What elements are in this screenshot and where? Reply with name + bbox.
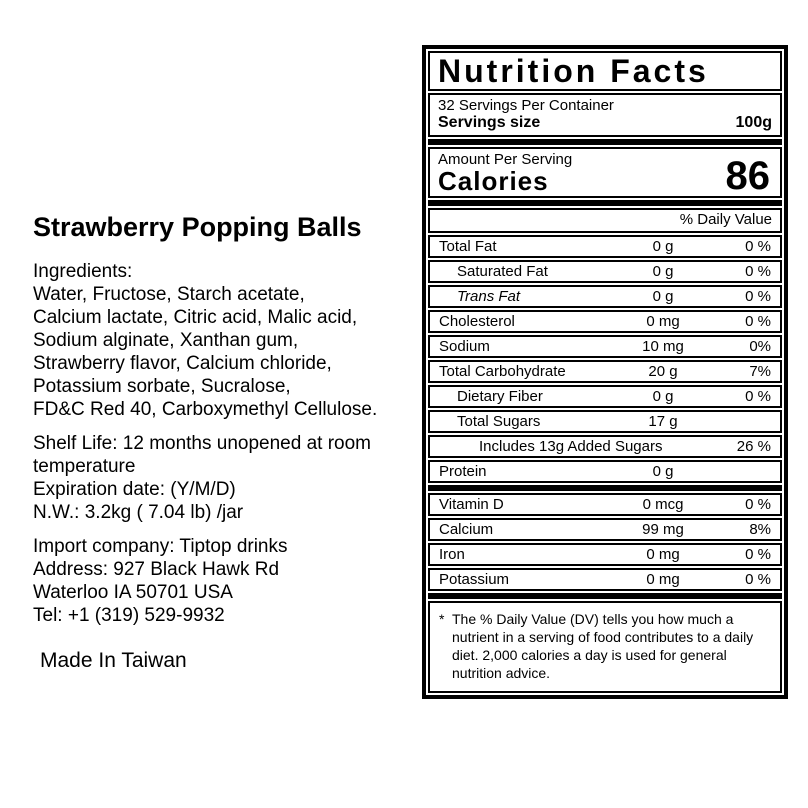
- nutrient-amount: 0 g: [652, 238, 674, 255]
- nutrient-name: Protein: [439, 463, 487, 480]
- made-in-label: Made In Taiwan: [40, 649, 187, 672]
- nutrient-row-calcium: Calcium 99 mg 8%: [428, 518, 782, 541]
- nutrient-dv: 26 %: [736, 438, 771, 455]
- servings-box: 32 Servings Per Container Servings size …: [428, 93, 782, 137]
- nutrient-row-saturated-fat: Saturated Fat 0 g 0 %: [428, 260, 782, 283]
- ingredients-line: Potassium sorbate, Sucralose,: [33, 376, 291, 397]
- calories-left: Amount Per Serving Calories: [438, 151, 572, 194]
- calories-label: Calories: [438, 166, 549, 196]
- servings-per-container: 32 Servings Per Container: [438, 97, 614, 114]
- address-line: Address: 927 Black Hawk Rd: [33, 559, 280, 580]
- nutrient-row-potassium: Potassium 0 mg 0 %: [428, 568, 782, 591]
- nutrient-row-vitamin-d: Vitamin D 0 mcg 0 %: [428, 493, 782, 516]
- thick-divider: [428, 200, 782, 206]
- nutrient-amount: 0 mg: [646, 571, 680, 588]
- nutrient-amount: 0 g: [652, 463, 674, 480]
- telephone-line: Tel: +1 (319) 529-9932: [33, 605, 225, 626]
- ingredients-line: Water, Fructose, Starch acetate,: [33, 284, 305, 305]
- import-company-line: Import company: Tiptop drinks: [33, 536, 288, 557]
- footnote-asterisk: *: [439, 611, 445, 627]
- ingredients-block: Ingredients: Water, Fructose, Starch ace…: [33, 260, 429, 421]
- serving-size-row: Servings size 100g: [438, 114, 772, 132]
- thick-divider: [428, 485, 782, 491]
- product-title: Strawberry Popping Balls: [33, 212, 362, 242]
- ingredients-heading: Ingredients:: [33, 261, 133, 282]
- expiration-date-line: Expiration date: (Y/M/D): [33, 479, 236, 500]
- calories-value: 86: [725, 154, 771, 198]
- nutrient-name: Saturated Fat: [457, 263, 548, 280]
- shelf-life-line: temperature: [33, 456, 136, 477]
- nutrient-amount: 10 mg: [642, 338, 684, 355]
- nutrient-name: Total Fat: [439, 238, 497, 255]
- nutrient-amount: 0 mg: [646, 546, 680, 563]
- nutrition-facts-label: Nutrition Facts 32 Servings Per Containe…: [422, 45, 788, 699]
- daily-value-footnote: * The % Daily Value (DV) tells you how m…: [428, 601, 782, 693]
- net-weight-line: N.W.: 3.2kg ( 7.04 lb) /jar: [33, 502, 244, 523]
- serving-size-value: 100g: [735, 114, 772, 131]
- nutrient-dv: 8%: [749, 521, 771, 538]
- shelf-life-line: Shelf Life: 12 months unopened at room: [33, 433, 372, 454]
- nutrient-amount: 0 g: [652, 388, 674, 405]
- nutrient-row-iron: Iron 0 mg 0 %: [428, 543, 782, 566]
- footnote-text: The % Daily Value (DV) tells you how muc…: [452, 611, 754, 681]
- nutrient-name: Dietary Fiber: [457, 388, 543, 405]
- nutrient-dv: 0 %: [745, 546, 771, 563]
- ingredients-line: Strawberry flavor, Calcium chloride,: [33, 353, 332, 374]
- importer-block: Import company: Tiptop drinks Address: 9…: [33, 535, 429, 627]
- nutrient-dv: 0 %: [745, 313, 771, 330]
- nutrient-row-cholesterol: Cholesterol 0 mg 0 %: [428, 310, 782, 333]
- nutrient-row-total-sugars: Total Sugars 17 g: [428, 410, 782, 433]
- nutrient-amount: 0 mg: [646, 313, 680, 330]
- nutrient-name: Total Sugars: [457, 413, 541, 430]
- ingredients-line: FD&C Red 40, Carboxymethyl Cellulose.: [33, 399, 378, 420]
- nutrient-name: Includes 13g Added Sugars: [479, 438, 663, 455]
- nutrient-amount: 0 g: [652, 288, 674, 305]
- product-info-panel: Strawberry Popping Balls Ingredients: Wa…: [33, 212, 429, 672]
- nutrient-row-total-fat: Total Fat 0 g 0 %: [428, 235, 782, 258]
- ingredients-line: Calcium lactate, Citric acid, Malic acid…: [33, 307, 358, 328]
- nutrient-amount: 0 mcg: [642, 496, 684, 513]
- nutrient-row-total-carbohydrate: Total Carbohydrate 20 g 7%: [428, 360, 782, 383]
- nutrient-name: Trans Fat: [457, 288, 521, 305]
- serving-size-label: Servings size: [438, 114, 541, 131]
- nutrient-name: Calcium: [439, 521, 494, 538]
- shelf-life-block: Shelf Life: 12 months unopened at room t…: [33, 432, 429, 524]
- nutrient-row-sodium: Sodium 10 mg 0%: [428, 335, 782, 358]
- nutrient-dv: 0 %: [745, 263, 771, 280]
- nutrient-amount: 0 g: [652, 263, 674, 280]
- nutrient-name: Total Carbohydrate: [439, 363, 566, 380]
- nutrient-dv: 7%: [749, 363, 771, 380]
- nutrient-dv: 0 %: [745, 388, 771, 405]
- nutrient-dv: 0 %: [745, 288, 771, 305]
- nutrient-dv: 0 %: [745, 496, 771, 513]
- nutrient-row-dietary-fiber: Dietary Fiber 0 g 0 %: [428, 385, 782, 408]
- nutrient-row-added-sugars: Includes 13g Added Sugars 26 %: [428, 435, 782, 458]
- calories-box: Amount Per Serving Calories 86: [428, 147, 782, 198]
- nutrition-facts-title: Nutrition Facts: [428, 51, 782, 91]
- nutrient-row-protein: Protein 0 g: [428, 460, 782, 483]
- nutrient-dv: 0 %: [745, 571, 771, 588]
- address-line: Waterloo IA 50701 USA: [33, 582, 233, 603]
- nutrient-name: Cholesterol: [439, 313, 515, 330]
- nutrient-row-trans-fat: Trans Fat 0 g 0 %: [428, 285, 782, 308]
- ingredients-line: Sodium alginate, Xanthan gum,: [33, 330, 299, 351]
- daily-value-header: % Daily Value: [428, 208, 782, 233]
- nutrient-name: Potassium: [439, 571, 510, 588]
- nutrient-dv: 0%: [749, 338, 771, 355]
- nutrient-dv: 0 %: [745, 238, 771, 255]
- thick-divider: [428, 593, 782, 599]
- nutrient-amount: 17 g: [648, 413, 678, 430]
- nutrient-amount: 99 mg: [642, 521, 684, 538]
- amount-per-serving-label: Amount Per Serving: [438, 151, 573, 168]
- nutrient-amount: 20 g: [648, 363, 678, 380]
- nutrient-name: Iron: [439, 546, 465, 563]
- thick-divider: [428, 139, 782, 145]
- nutrient-name: Sodium: [439, 338, 490, 355]
- nutrient-name: Vitamin D: [439, 496, 504, 513]
